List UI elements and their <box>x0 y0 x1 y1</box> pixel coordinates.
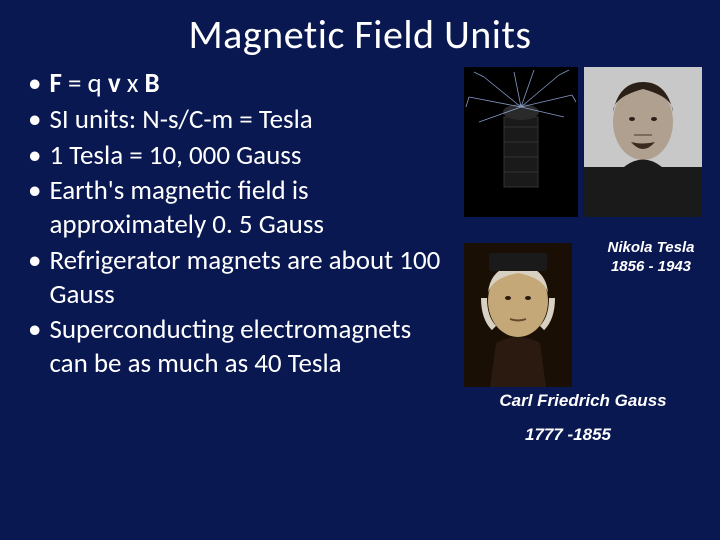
bullet-item: • F = q v x B <box>28 67 454 101</box>
gauss-dates: 1777 -1855 <box>468 425 668 445</box>
bullet-item: • Refrigerator magnets are about 100 Gau… <box>28 244 454 312</box>
bullet-dot: • <box>28 244 41 312</box>
bullet-item: • SI units: N-s/C-m = Tesla <box>28 103 454 137</box>
image-column: Nikola Tesla 1856 - 1943 Carl Friedrich … <box>464 67 702 383</box>
bullet-dot: • <box>28 67 41 101</box>
bullet-dot: • <box>28 103 41 137</box>
portrait-icon <box>464 243 572 387</box>
var-F: F <box>49 67 61 100</box>
slide-title: Magnetic Field Units <box>0 0 720 67</box>
bullet-item: • Superconducting electromagnets can be … <box>28 313 454 381</box>
bullet-dot: • <box>28 313 41 381</box>
tesla-portrait-image <box>584 67 702 217</box>
bullet-dot: • <box>28 174 41 242</box>
bullet-text: F = q v x B <box>49 67 454 101</box>
bullet-text: Superconducting electromagnets can be as… <box>49 313 454 381</box>
gauss-name: Carl Friedrich Gauss <box>468 391 698 411</box>
bullet-list: • F = q v x B • SI units: N-s/C-m = Tesl… <box>28 67 464 383</box>
bullet-text: SI units: N-s/C-m = Tesla <box>49 103 454 137</box>
bullet-text: 1 Tesla = 10, 000 Gauss <box>49 139 454 173</box>
bullet-text: Earth's magnetic field is approximately … <box>49 174 454 242</box>
portrait-icon <box>584 67 702 217</box>
gauss-portrait-image <box>464 243 572 387</box>
image-row-top <box>464 67 702 217</box>
tesla-name: Nikola Tesla <box>592 239 710 258</box>
tesla-dates: 1856 - 1943 <box>592 258 710 277</box>
gauss-image-block <box>464 231 572 387</box>
bullet-dot: • <box>28 139 41 173</box>
bullet-item: • Earth's magnetic field is approximatel… <box>28 174 454 242</box>
tesla-coil-image <box>464 67 578 217</box>
content-area: • F = q v x B • SI units: N-s/C-m = Tesl… <box>0 67 720 383</box>
bullet-text: Refrigerator magnets are about 100 Gauss <box>49 244 454 312</box>
var-B: B <box>145 67 160 100</box>
lightning-icon <box>464 67 578 217</box>
tesla-caption: Nikola Tesla 1856 - 1943 <box>592 239 710 277</box>
bullet-item: • 1 Tesla = 10, 000 Gauss <box>28 139 454 173</box>
var-v: v <box>108 67 121 100</box>
